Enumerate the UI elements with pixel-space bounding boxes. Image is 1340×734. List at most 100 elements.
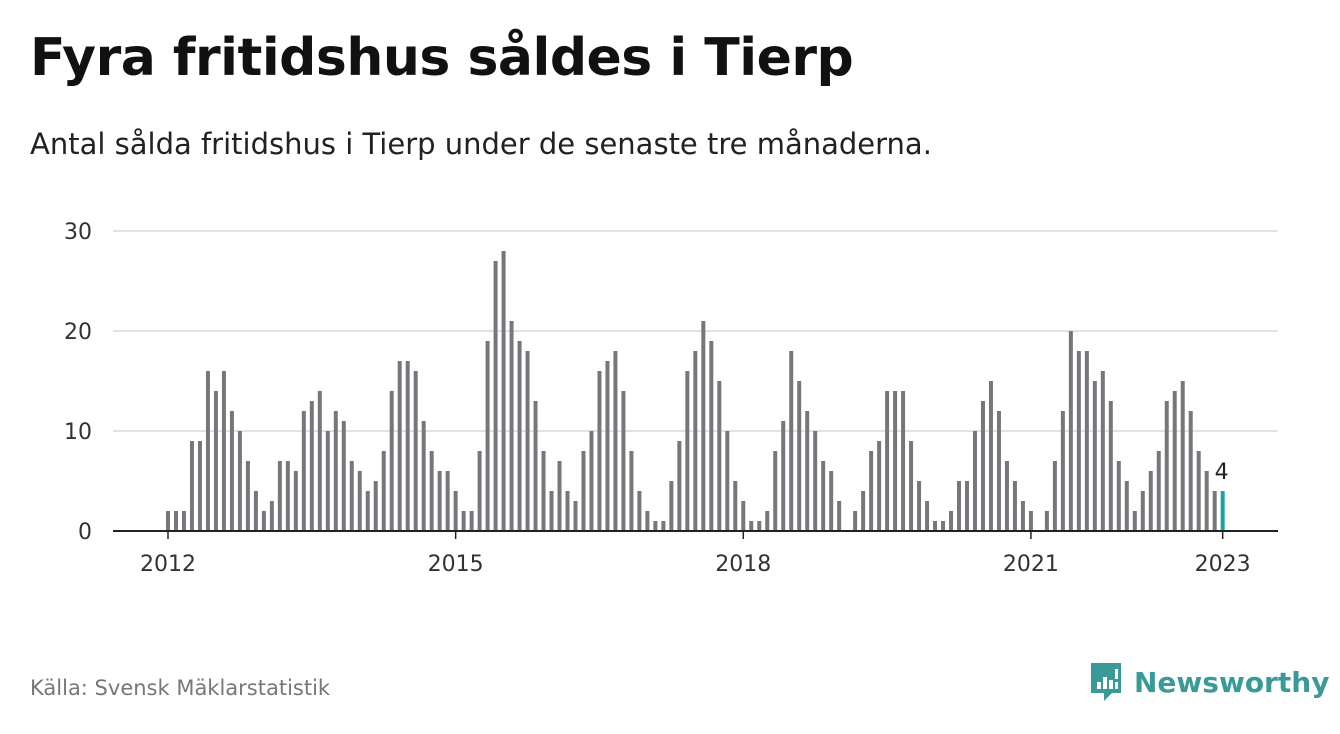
chart-subtitle: Antal sålda fritidshus i Tierp under de … [30, 127, 932, 161]
bar [477, 451, 482, 531]
x-axis [113, 530, 1278, 539]
bar [605, 361, 610, 531]
x-tick-label: 2021 [1003, 552, 1059, 577]
bar [269, 501, 274, 531]
bar [821, 461, 826, 531]
bar [317, 391, 322, 531]
bar [365, 491, 370, 531]
bar [389, 391, 394, 531]
bar [1044, 511, 1049, 531]
y-tick-labels: 0 10 20 30 [64, 220, 92, 545]
bar [589, 431, 594, 531]
bar [781, 421, 786, 531]
bar [917, 481, 922, 531]
bar [1052, 461, 1057, 531]
bar-chart: 0 10 20 30 4 2012 2015 2018 2021 2023 [64, 220, 1278, 577]
bar [1060, 411, 1065, 531]
bar [805, 411, 810, 531]
bar [949, 511, 954, 531]
bar [245, 461, 250, 531]
bar [565, 491, 570, 531]
bar [733, 481, 738, 531]
bar [645, 511, 650, 531]
bar [980, 401, 985, 531]
bar [1116, 461, 1121, 531]
bar [933, 521, 938, 531]
bar [1148, 471, 1153, 531]
bar [229, 411, 234, 531]
bar [661, 521, 666, 531]
bar [309, 401, 314, 531]
x-tick-label: 2023 [1195, 552, 1251, 577]
data-label: 4 [1215, 460, 1229, 485]
bars: 4 [166, 251, 1229, 531]
bar [1188, 411, 1193, 531]
bar [757, 521, 762, 531]
bar [1212, 491, 1217, 531]
bar [429, 451, 434, 531]
brand-name: Newsworthy [1134, 665, 1330, 699]
x-tick-label: 2015 [428, 552, 484, 577]
bar [397, 361, 402, 531]
bar [837, 501, 842, 531]
newsworthy-logo-icon [1091, 663, 1121, 701]
bar [1196, 451, 1201, 531]
bar [421, 421, 426, 531]
bar [1020, 501, 1025, 531]
bar [333, 411, 338, 531]
bar [869, 451, 874, 531]
bar [1172, 391, 1177, 531]
y-tick-label: 10 [64, 420, 92, 445]
bar [653, 521, 658, 531]
bar [813, 431, 818, 531]
bar [357, 471, 362, 531]
bar [901, 391, 906, 531]
bar [261, 511, 266, 531]
bar-highlight [1220, 491, 1225, 531]
bar [189, 441, 194, 531]
bar [909, 441, 914, 531]
bar [285, 461, 290, 531]
bar [533, 401, 538, 531]
bar [525, 351, 530, 531]
bar [405, 361, 410, 531]
bar [765, 511, 770, 531]
bar [509, 321, 514, 531]
brand[interactable]: Newsworthy [1088, 660, 1329, 704]
bar [725, 431, 730, 531]
bar [853, 511, 858, 531]
x-tick-label: 2018 [715, 552, 771, 577]
bar [541, 451, 546, 531]
bar [1012, 481, 1017, 531]
bar [485, 341, 490, 531]
bar [597, 371, 602, 531]
bar [996, 411, 1001, 531]
bar [877, 441, 882, 531]
bar [957, 481, 962, 531]
bar [637, 491, 642, 531]
bar [301, 411, 306, 531]
bar [677, 441, 682, 531]
bar [925, 501, 930, 531]
bar [1004, 461, 1009, 531]
bar [701, 321, 706, 531]
bar [829, 471, 834, 531]
bar [1180, 381, 1185, 531]
bar [277, 461, 282, 531]
bar [293, 471, 298, 531]
bar [461, 511, 466, 531]
bar [349, 461, 354, 531]
bar [1156, 451, 1161, 531]
y-tick-label: 20 [64, 320, 92, 345]
bar [773, 451, 778, 531]
bar [1108, 401, 1113, 531]
bar [709, 341, 714, 531]
x-tick-labels: 2012 2015 2018 2021 2023 [140, 552, 1251, 577]
bar [685, 371, 690, 531]
bar [445, 471, 450, 531]
bar [613, 351, 618, 531]
bar [629, 451, 634, 531]
bar [1092, 381, 1097, 531]
bar [1164, 401, 1169, 531]
bar [381, 451, 386, 531]
